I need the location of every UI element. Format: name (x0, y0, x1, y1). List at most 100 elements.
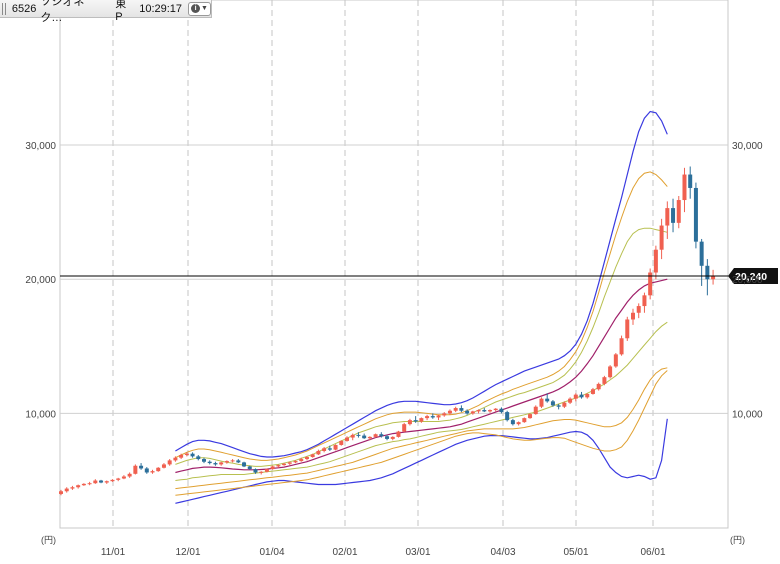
candle-112 (693, 182, 698, 249)
candle-115 (711, 269, 716, 285)
candle-2 (64, 487, 69, 493)
ticker-header[interactable]: 6526 ソシオネク… 東P 10:29:17 i ▼ (0, 0, 212, 24)
candle-80 (510, 418, 515, 426)
y-tick-right-2: 20,000 (732, 275, 763, 286)
candle-body (625, 319, 630, 339)
candle-body (568, 398, 573, 403)
x-tick-6: 04/03 (490, 547, 515, 558)
candle-body (362, 435, 367, 439)
candle-body (379, 434, 384, 437)
candle-body (76, 485, 81, 488)
candle-88 (556, 404, 561, 410)
candle-body (110, 479, 115, 482)
candle-86 (545, 393, 550, 403)
candle-53 (356, 432, 361, 438)
candle-108 (671, 198, 676, 233)
candle-body (516, 422, 521, 425)
candle-8 (99, 479, 104, 484)
candle-106 (659, 218, 664, 260)
candle-114 (705, 259, 710, 296)
candle-6 (87, 481, 92, 486)
candle-64 (419, 417, 424, 423)
x-tick-5: 03/01 (405, 547, 430, 558)
info-icon: i (191, 4, 201, 13)
candle-34 (247, 465, 252, 470)
y-unit-right: (円) (730, 535, 745, 545)
candle-body (339, 440, 344, 445)
candle-47 (322, 446, 327, 453)
candle-31 (230, 459, 235, 463)
candle-55 (367, 436, 372, 441)
candle-7 (93, 479, 98, 484)
candle-body (179, 455, 184, 458)
candle-71 (459, 405, 464, 413)
drag-handle-icon[interactable] (2, 2, 8, 15)
candle-body (522, 418, 527, 423)
candle-body (436, 415, 441, 418)
candle-67 (436, 414, 441, 421)
candle-body (247, 466, 252, 470)
candle-17 (150, 469, 155, 474)
candle-body (327, 448, 332, 450)
candle-body (59, 491, 63, 494)
candle-57 (379, 432, 384, 438)
candle-104 (648, 268, 653, 300)
candle-96 (602, 375, 607, 386)
candle-45 (310, 453, 315, 458)
candle-body (242, 462, 247, 467)
candle-body (276, 465, 281, 467)
y-unit-left: (円) (41, 535, 56, 545)
candle-body (590, 389, 595, 394)
candle-48 (327, 445, 332, 451)
info-menu-button[interactable]: i ▼ (188, 1, 211, 16)
candle-61 (402, 422, 407, 433)
candle-body (505, 412, 510, 421)
candle-body (396, 431, 401, 437)
candle-58 (385, 434, 390, 441)
candle-body (196, 456, 201, 460)
candle-44 (304, 456, 309, 461)
candle-body (539, 398, 544, 407)
candle-body (219, 462, 224, 465)
candle-39 (276, 464, 281, 468)
candle-body (345, 437, 349, 441)
y-tick-left-2: 20,000 (25, 275, 56, 286)
candle-body (304, 457, 309, 460)
candle-18 (156, 467, 161, 472)
candle-4 (76, 484, 81, 489)
candle-81 (516, 421, 521, 426)
candle-91 (573, 393, 578, 402)
candle-36 (259, 471, 264, 475)
candle-111 (688, 166, 693, 199)
candle-body (99, 480, 104, 483)
axes: 10,000 10,000 20,000 20,000 30,000 30,000 (円) (… (25, 141, 763, 558)
candle-body (642, 295, 647, 307)
candle-body (636, 306, 641, 313)
candle-body (465, 410, 470, 414)
candle-body (653, 249, 658, 273)
candle-body (207, 461, 212, 464)
candle-32 (236, 459, 241, 464)
candle-52 (350, 433, 355, 441)
candle-body (390, 436, 395, 439)
candle-body (711, 276, 716, 280)
candle-33 (242, 461, 247, 468)
candle-10 (110, 479, 115, 482)
candle-body (693, 187, 698, 242)
candle-body (121, 476, 126, 479)
candle-21 (173, 456, 178, 462)
candle-98 (613, 353, 618, 368)
candle-49 (333, 444, 338, 451)
x-tick-3: 01/04 (259, 547, 284, 558)
candle-56 (373, 433, 378, 438)
candle-body (562, 402, 567, 407)
candle-60 (396, 430, 401, 438)
band-outer-upper (175, 110, 668, 458)
x-tick-2: 12/01 (175, 547, 200, 558)
candle-20 (167, 459, 172, 466)
stock-code: 6526 (11, 2, 37, 15)
candle-body (573, 394, 578, 399)
candle-body (596, 383, 601, 390)
candle-28 (213, 461, 218, 466)
